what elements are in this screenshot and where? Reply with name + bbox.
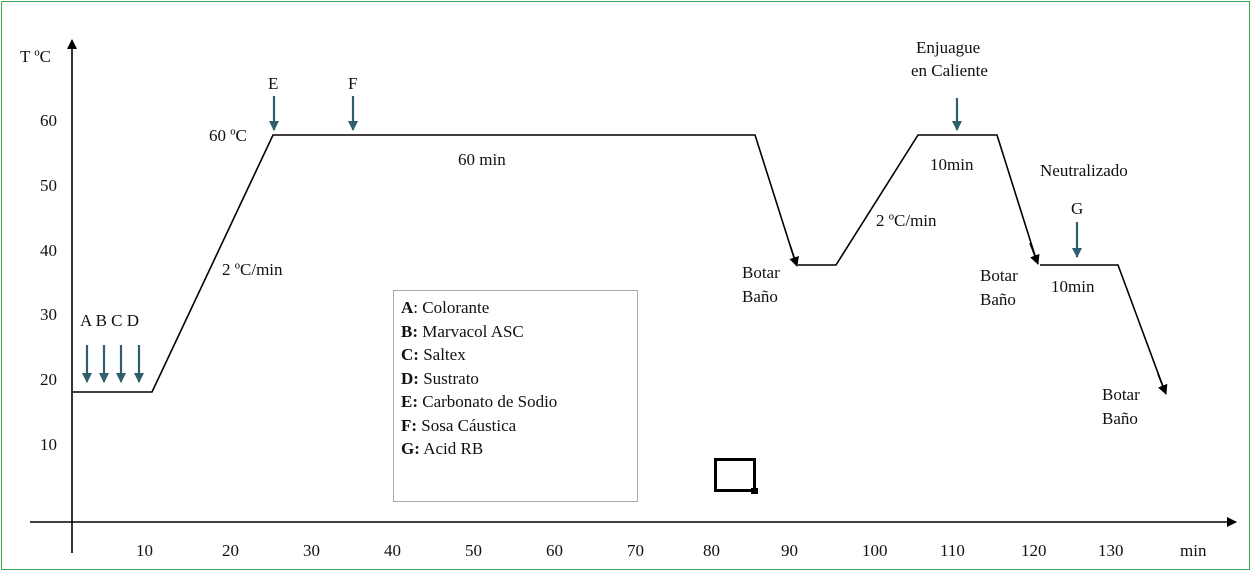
x-tick-110: 110	[940, 541, 965, 560]
y-tick-labels: 10 20 30 40 50 60	[40, 111, 57, 454]
neutralized-label: Neutralizado	[1040, 161, 1128, 180]
y-tick-30: 30	[40, 305, 57, 324]
legend-text: Saltex	[423, 345, 466, 364]
x-tick-90: 90	[781, 541, 798, 560]
addition-arrows	[82, 96, 1082, 383]
profile-rinse-segment	[798, 134, 1038, 266]
legend-item-f: F: Sosa Cáustica	[401, 414, 637, 438]
x-tick-30: 30	[303, 541, 320, 560]
ramp1-rate-label: 2 ºC/min	[222, 260, 283, 279]
legend-item-c: C: Saltex	[401, 343, 637, 367]
x-tick-130: 130	[1098, 541, 1124, 560]
x-tick-40: 40	[384, 541, 401, 560]
drain2-label-line2: Baño	[980, 290, 1016, 309]
hot-rinse-label-line1: Enjuague	[916, 38, 980, 57]
drain3-arrow	[1157, 373, 1168, 395]
drain3-label-line2: Baño	[1102, 409, 1138, 428]
legend-text: Marvacol ASC	[422, 321, 524, 341]
x-tick-120: 120	[1021, 541, 1047, 560]
x-tick-50: 50	[465, 541, 482, 560]
x-tick-100: 100	[862, 541, 888, 560]
y-axis-title: T ºC	[20, 47, 51, 66]
rinse-time-label: 10min	[930, 155, 974, 174]
y-tick-50: 50	[40, 176, 57, 195]
drain1-arrow	[789, 244, 799, 267]
selection-square-marker[interactable]	[714, 458, 756, 492]
hold-time-label: 60 min	[458, 150, 506, 169]
profile-heat-hold-segment	[73, 134, 797, 393]
neutral-time-label: 10min	[1051, 277, 1095, 296]
x-tick-80: 80	[703, 541, 720, 560]
drain2-label-line1: Botar	[980, 266, 1018, 285]
legend-text: Colorante	[422, 298, 490, 317]
resize-handle[interactable]	[751, 488, 758, 494]
profile-neutralize-segment	[1040, 264, 1166, 393]
legend-text: Sustrato	[423, 368, 479, 388]
y-tick-10: 10	[40, 435, 57, 454]
y-tick-60: 60	[40, 111, 57, 130]
hot-rinse-label-line2: en Caliente	[911, 61, 988, 80]
legend-key: D:	[401, 368, 419, 388]
x-tick-70: 70	[627, 541, 644, 560]
x-tick-labels: 10 20 30 40 50 60 70 80 90 100 110 120 1…	[136, 541, 1124, 560]
legend-item-d: D: Sustrato	[401, 367, 637, 391]
addition-f-label: F	[348, 74, 357, 93]
addition-e-label: E	[268, 74, 278, 93]
legend-item-e: E: Carbonato de Sodio	[401, 390, 637, 414]
drain3-label-line1: Botar	[1102, 385, 1140, 404]
ramp2-rate-label: 2 ºC/min	[876, 211, 937, 230]
x-tick-10: 10	[136, 541, 153, 560]
peak-temp-label: 60 ºC	[209, 126, 247, 145]
x-axis-title: min	[1180, 541, 1207, 560]
x-tick-60: 60	[546, 541, 563, 560]
legend-key: F:	[401, 415, 418, 435]
legend-box: A: Colorante B: Marvacol ASC C: Saltex D…	[393, 290, 638, 502]
legend-key: G:	[401, 439, 420, 458]
legend-key: A	[401, 298, 414, 317]
y-tick-20: 20	[40, 370, 57, 389]
legend-item-a: A: Colorante	[401, 296, 637, 320]
legend-text: Acid RB	[423, 439, 484, 458]
legend-item-g: G: Acid RB	[401, 437, 637, 461]
drain2-arrow	[1029, 242, 1040, 265]
temperature-profile	[73, 134, 1166, 393]
additions-abcd-label: A B C D	[80, 311, 139, 330]
legend-text: Sosa Cáustica	[421, 415, 517, 435]
drain1-label-line1: Botar	[742, 263, 780, 282]
legend-item-b: B: Marvacol ASC	[401, 320, 637, 344]
drain1-label-line2: Baño	[742, 287, 778, 306]
legend-key: C:	[401, 345, 419, 364]
legend-text: Carbonato de Sodio	[422, 392, 558, 411]
legend-sep: :	[413, 298, 423, 317]
y-tick-40: 40	[40, 241, 57, 260]
addition-g-label: G	[1071, 199, 1083, 218]
x-tick-20: 20	[222, 541, 239, 560]
legend-key: E:	[401, 392, 418, 411]
legend-key: B:	[401, 321, 418, 341]
